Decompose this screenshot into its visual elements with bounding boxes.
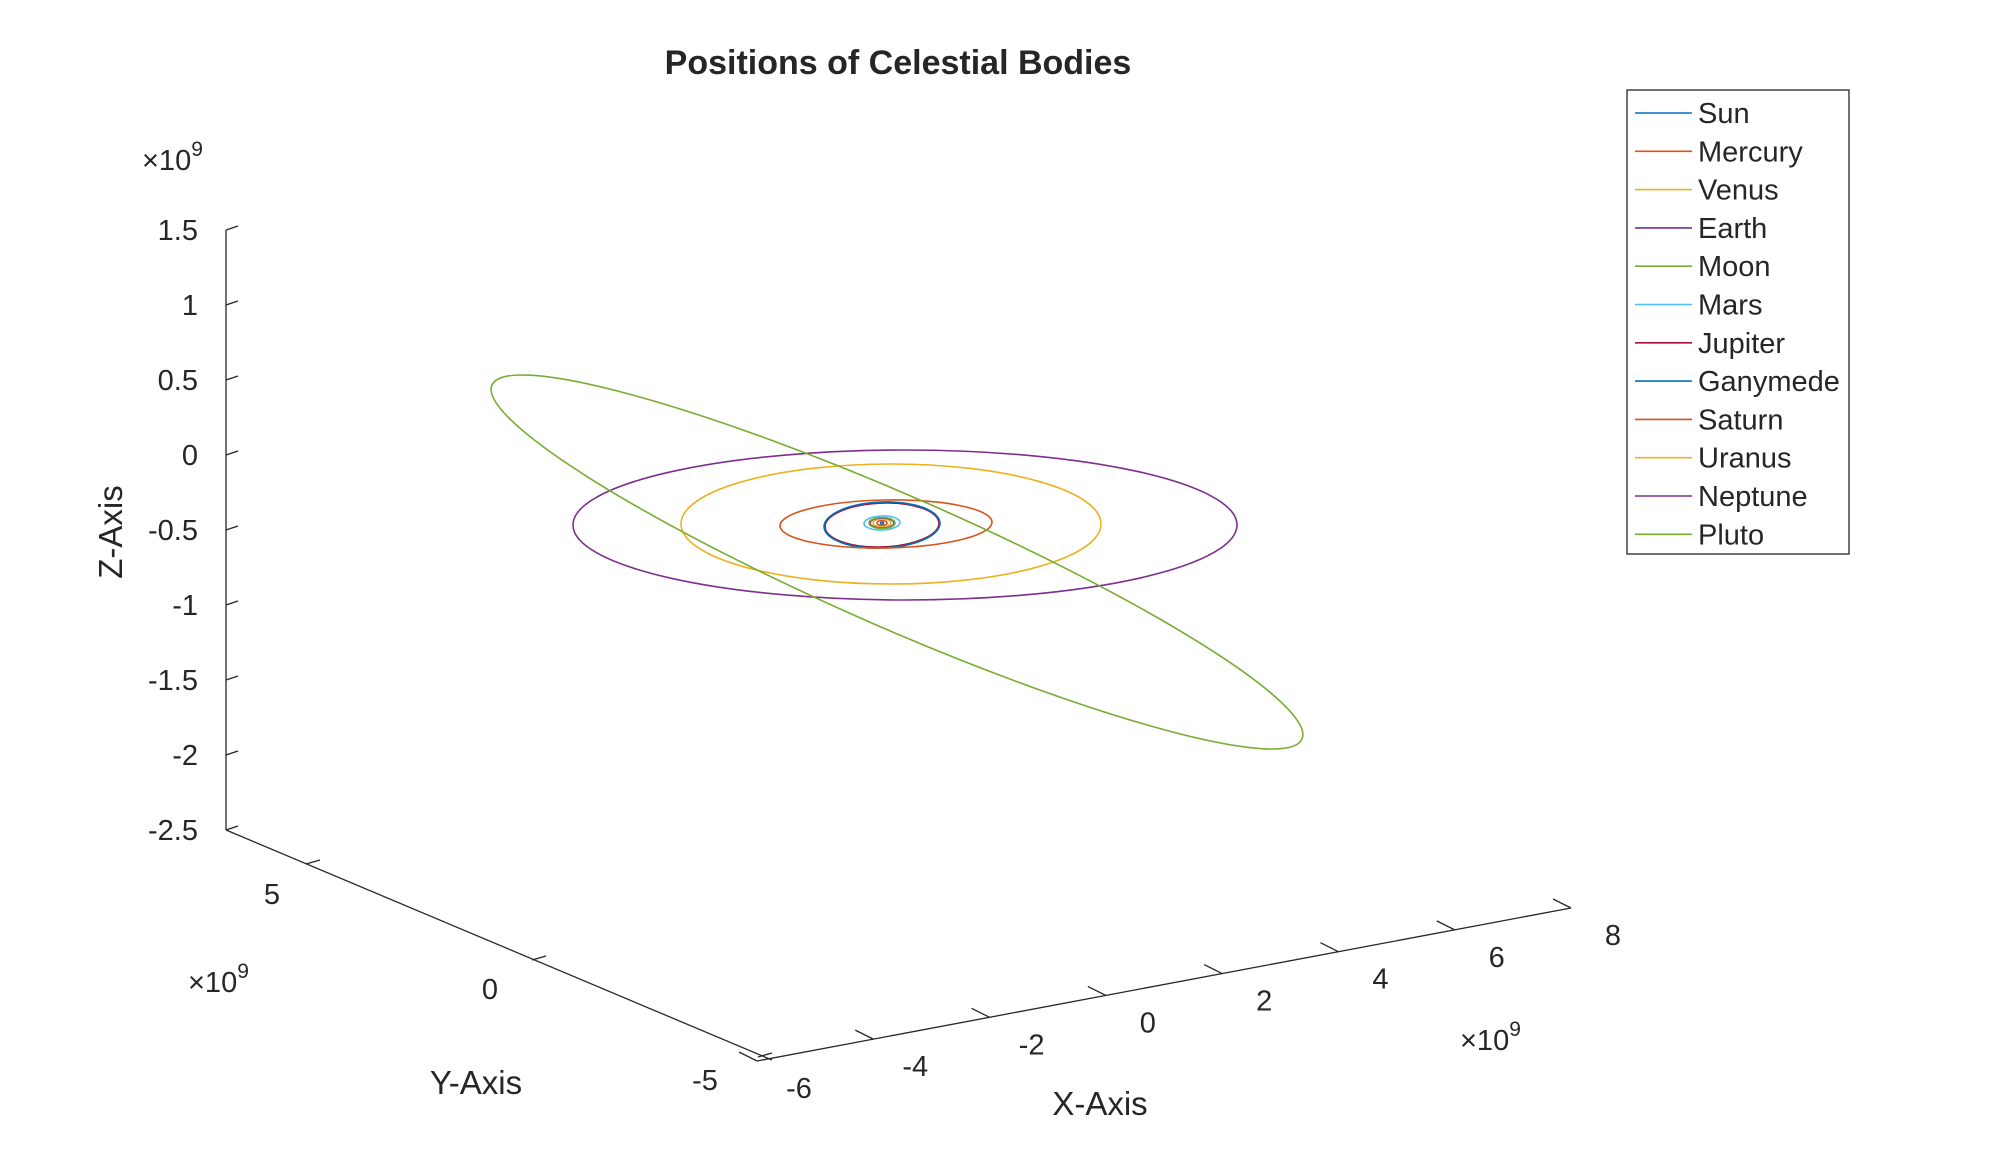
z-tick-label: 0 xyxy=(182,440,198,472)
z-tick-mark xyxy=(225,225,239,231)
orbit-mars xyxy=(863,515,901,531)
legend: Sun Mercury Venus Earth Moon Mars Jupiter Ganym… xyxy=(1626,89,1850,555)
legend-entry: Mars xyxy=(1698,290,1762,322)
x-axis-line xyxy=(756,907,1572,1062)
z-tick-label: 1 xyxy=(182,290,198,322)
x-tick-mark xyxy=(971,1007,990,1018)
legend-entry: Jupiter xyxy=(1698,328,1785,360)
legend-entry: Pluto xyxy=(1698,519,1764,551)
axes xyxy=(225,230,1572,1062)
orbit-neptune xyxy=(572,449,1238,601)
z-tick-mark xyxy=(225,375,239,381)
x-tick-mark xyxy=(1203,963,1223,975)
x-tick-label: 2 xyxy=(1256,986,1272,1018)
legend-box xyxy=(1626,89,1850,555)
z-exponent-label: ×109 xyxy=(142,138,203,177)
z-tick-mark xyxy=(225,300,239,306)
x-tick-mark xyxy=(1087,985,1107,997)
y-tick-mark xyxy=(531,955,547,961)
legend-entry: Mercury xyxy=(1698,136,1803,168)
legend-entry: Uranus xyxy=(1698,443,1792,475)
legend-entry: Ganymede xyxy=(1698,366,1840,398)
z-tick-label: -1 xyxy=(172,590,198,622)
x-exponent-label: ×109 xyxy=(1460,1018,1521,1057)
x-tick-label: -2 xyxy=(1019,1029,1045,1061)
x-axis-label: X-Axis xyxy=(1052,1085,1147,1122)
x-tick-label: 6 xyxy=(1489,942,1505,974)
z-tick-label: -0.5 xyxy=(148,515,198,547)
z-tick-mark xyxy=(225,525,239,531)
y-tick-mark xyxy=(305,859,321,865)
z-tick-mark xyxy=(225,600,239,606)
orbit-uranus xyxy=(680,463,1102,585)
x-tick-label: 8 xyxy=(1605,920,1621,952)
z-tick-mark xyxy=(225,675,239,681)
orbit-saturn xyxy=(779,499,993,549)
z-tick-label: 0.5 xyxy=(158,365,198,397)
y-axis-line xyxy=(225,829,773,1061)
y-exponent-label: ×109 xyxy=(188,960,249,999)
z-tick-label: -2 xyxy=(172,740,198,772)
x-tick-mark xyxy=(1436,920,1456,931)
legend-entry: Venus xyxy=(1698,175,1779,207)
orbit-venus xyxy=(872,518,892,528)
chart-title: Positions of Celestial Bodies xyxy=(665,44,1132,82)
orbit-mercury xyxy=(876,519,888,527)
x-tick-mark xyxy=(1552,898,1572,909)
x-tick-label: -6 xyxy=(786,1073,812,1105)
x-tick-label: 0 xyxy=(1140,1007,1156,1039)
orbit-series-group xyxy=(490,374,1304,750)
x-tick-mark xyxy=(738,1051,758,1062)
orbit-pluto xyxy=(490,374,1304,750)
z-tick-mark xyxy=(225,825,239,831)
z-tick-label: -1.5 xyxy=(148,665,198,697)
z-tick-label: 1.5 xyxy=(158,215,198,247)
legend-entry: Neptune xyxy=(1698,481,1808,513)
y-tick-mark xyxy=(757,1052,773,1058)
y-axis-label: Y-Axis xyxy=(430,1064,522,1101)
z-tick-mark xyxy=(225,450,239,456)
orbit-jupiter xyxy=(824,502,940,548)
legend-entry: Moon xyxy=(1698,251,1771,283)
legend-entry: Saturn xyxy=(1698,404,1783,436)
z-tick-mark xyxy=(225,750,239,756)
orbit-moon xyxy=(868,516,896,530)
z-tick-label: -2.5 xyxy=(148,815,198,847)
y-tick-label: -5 xyxy=(692,1065,718,1097)
x-tick-label: -4 xyxy=(902,1051,928,1083)
y-tick-label: 0 xyxy=(482,974,498,1006)
legend-entry: Sun xyxy=(1698,98,1750,130)
z-axis-label: Z-Axis xyxy=(92,485,129,579)
x-tick-mark xyxy=(1320,942,1339,953)
orbit-sun xyxy=(879,521,885,525)
tick-group: 1.5 1 0.5 0 -0.5 -1 -1.5 -2 -2.5 -5 0 5 -6 -4 -2 0 2 4 6 8 xyxy=(148,215,1621,1105)
legend-entry: Earth xyxy=(1698,213,1767,245)
y-tick-label: 5 xyxy=(264,879,280,911)
x-tick-mark xyxy=(854,1029,874,1040)
x-tick-label: 4 xyxy=(1372,964,1388,996)
